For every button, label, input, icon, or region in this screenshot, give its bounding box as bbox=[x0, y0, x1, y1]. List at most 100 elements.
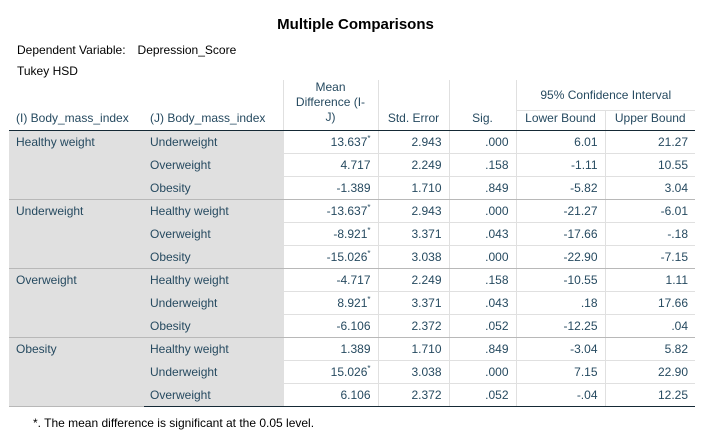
significance-marker: * bbox=[367, 295, 371, 304]
lower-bound-cell: 7.15 bbox=[515, 360, 605, 384]
table-row: Overweight 6.106 2.372.052 -.04 12.25 bbox=[9, 383, 695, 407]
mean-difference-value: -4.717 bbox=[336, 273, 371, 287]
multiple-comparisons-table: (I) Body_mass_index (J) Body_mass_index … bbox=[9, 80, 695, 407]
sig-cell: .000 bbox=[448, 360, 516, 384]
std-error-cell: 2.943 bbox=[377, 130, 449, 154]
significance-marker: * bbox=[367, 364, 371, 373]
table-row: Obesity -15.026* 3.038.000 -22.90 -7.15 bbox=[9, 245, 695, 269]
dependent-variable-value: Depression_Score bbox=[137, 43, 237, 57]
mean-difference-value: 6.106 bbox=[340, 388, 371, 402]
table-row: Underweight Healthy weight -13.637* 2.943.0… bbox=[9, 199, 695, 269]
mean-difference-cell: 1.389 bbox=[282, 337, 378, 361]
upper-bound-cell: 17.66 bbox=[604, 291, 695, 315]
sig-cell: .043 bbox=[448, 222, 516, 246]
upper-bound-cell: .04 bbox=[604, 314, 695, 338]
upper-bound-cell: 10.55 bbox=[604, 153, 695, 177]
row-group-label: Healthy weight bbox=[9, 130, 144, 200]
mean-difference-cell: -6.106 bbox=[282, 314, 378, 338]
sig-cell: .043 bbox=[448, 291, 516, 315]
upper-bound-cell: -6.01 bbox=[604, 199, 695, 223]
mean-difference-value: -13.637 bbox=[326, 204, 368, 218]
header-sig: Sig. bbox=[448, 80, 516, 131]
upper-bound-cell: 1.11 bbox=[604, 268, 695, 292]
lower-bound-cell: -12.25 bbox=[515, 314, 605, 338]
comparison-group-label: Overweight bbox=[144, 222, 283, 246]
upper-bound-cell: 12.25 bbox=[604, 383, 695, 407]
comparison-group-label: Healthy weight bbox=[144, 268, 283, 292]
comparison-group-label: Underweight bbox=[144, 360, 283, 384]
lower-bound-cell: -17.66 bbox=[515, 222, 605, 246]
table-row: Healthy weight Underweight 13.637* 2.943.00… bbox=[9, 130, 695, 200]
sig-cell: .052 bbox=[448, 314, 516, 338]
mean-difference-cell: 6.106 bbox=[282, 383, 378, 407]
std-error-cell: 3.371 bbox=[377, 222, 449, 246]
mean-difference-value: 4.717 bbox=[340, 158, 371, 172]
table-row: Obesity -6.106 2.372.052 -12.25.04 bbox=[9, 314, 695, 338]
table-row: Obesity -1.389 1.710.849 -5.82 3.04 bbox=[9, 176, 695, 200]
comparison-group-label: Healthy weight bbox=[144, 337, 283, 361]
table-row: Overweight -8.921* 3.371.043 -17.66 -.18 bbox=[9, 222, 695, 246]
upper-bound-cell: 5.82 bbox=[604, 337, 695, 361]
row-group-label: Obesity bbox=[9, 337, 144, 407]
mean-difference-value: -8.921 bbox=[333, 227, 368, 241]
sig-cell: .000 bbox=[448, 199, 516, 223]
upper-bound-cell: 21.27 bbox=[604, 130, 695, 154]
sig-cell: .158 bbox=[448, 268, 516, 292]
header-i: (I) Body_mass_index bbox=[9, 80, 144, 131]
header-row-2: Lower Bound Upper Bound bbox=[9, 110, 695, 131]
dependent-variable-line: Dependent Variable: Depression_Score bbox=[17, 43, 236, 57]
mean-difference-cell: 15.026* bbox=[282, 360, 378, 384]
std-error-cell: 2.372 bbox=[377, 314, 449, 338]
header-std-error: Std. Error bbox=[377, 80, 449, 131]
comparison-group-label: Overweight bbox=[144, 383, 283, 407]
header-j: (J) Body_mass_index bbox=[144, 80, 283, 131]
footnote: *. The mean difference is significant at… bbox=[33, 416, 315, 430]
sig-cell: .849 bbox=[448, 176, 516, 200]
mean-difference-value: 8.921 bbox=[337, 296, 368, 310]
mean-difference-cell: -1.389 bbox=[282, 176, 378, 200]
lower-bound-cell: -22.90 bbox=[515, 245, 605, 269]
comparison-group-label: Healthy weight bbox=[144, 199, 283, 223]
std-error-cell: 2.249 bbox=[377, 153, 449, 177]
lower-bound-cell: -10.55 bbox=[515, 268, 605, 292]
sig-cell: .000 bbox=[448, 245, 516, 269]
lower-bound-cell: -5.82 bbox=[515, 176, 605, 200]
upper-bound-cell: 22.90 bbox=[604, 360, 695, 384]
row-group-label: Underweight bbox=[9, 199, 144, 269]
comparison-group-label: Underweight bbox=[144, 130, 283, 154]
mean-difference-value: -6.106 bbox=[336, 319, 371, 333]
table-row: Underweight 8.921* 3.371.043.18 17.66 bbox=[9, 291, 695, 315]
mean-difference-cell: 4.717 bbox=[282, 153, 378, 177]
mean-difference-cell: 8.921* bbox=[282, 291, 378, 315]
mean-difference-cell: -15.026* bbox=[282, 245, 378, 269]
comparison-group-label: Overweight bbox=[144, 153, 283, 177]
header-mean-difference-line1: Mean bbox=[315, 80, 346, 94]
table-row: Overweight Healthy weight -4.717 2.249.158-… bbox=[9, 268, 695, 338]
lower-bound-cell: .18 bbox=[515, 291, 605, 315]
lower-bound-cell: -1.11 bbox=[515, 153, 605, 177]
comparison-group-label: Underweight bbox=[144, 291, 283, 315]
mean-difference-cell: 13.637* bbox=[282, 130, 378, 154]
std-error-cell: 3.038 bbox=[377, 245, 449, 269]
lower-bound-cell: 6.01 bbox=[515, 130, 605, 154]
lower-bound-cell: -3.04 bbox=[515, 337, 605, 361]
header-mean-difference-line3: J) bbox=[325, 110, 336, 124]
dependent-variable-label: Dependent Variable: bbox=[17, 43, 126, 57]
mean-difference-value: 13.637 bbox=[330, 135, 368, 149]
mean-difference-cell: -4.717 bbox=[282, 268, 378, 292]
mean-difference-value: -1.389 bbox=[336, 181, 371, 195]
upper-bound-cell: 3.04 bbox=[604, 176, 695, 200]
comparison-group-label: Obesity bbox=[144, 176, 283, 200]
header-mean-difference-line2: Difference (I- bbox=[295, 95, 366, 109]
lower-bound-cell: -.04 bbox=[515, 383, 605, 407]
row-group-label: Overweight bbox=[9, 268, 144, 338]
std-error-cell: 1.710 bbox=[377, 176, 449, 200]
header-mean-difference: Mean Difference (I- J) bbox=[282, 80, 378, 131]
significance-marker: * bbox=[367, 134, 371, 143]
significance-marker: * bbox=[367, 203, 371, 212]
significance-marker: * bbox=[367, 226, 371, 235]
std-error-cell: 3.038 bbox=[377, 360, 449, 384]
sig-cell: .158 bbox=[448, 153, 516, 177]
header-row-1: (I) Body_mass_index (J) Body_mass_index … bbox=[9, 80, 695, 131]
mean-difference-cell: -8.921* bbox=[282, 222, 378, 246]
